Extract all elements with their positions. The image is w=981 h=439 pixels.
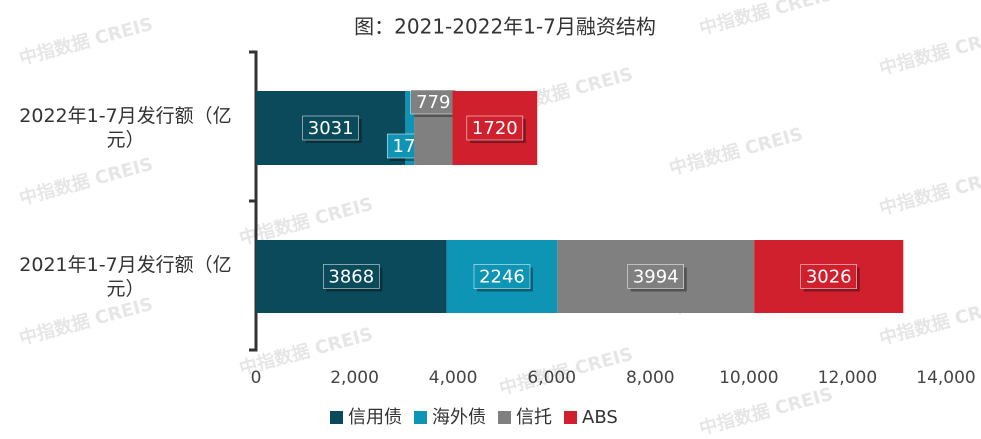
legend-swatch: [498, 411, 511, 424]
data-label: 779: [416, 92, 450, 113]
legend-label: 海外债: [432, 407, 486, 428]
x-tick-label: 12,000: [818, 368, 877, 388]
watermark: 中指数据 CREIS: [667, 123, 805, 180]
data-label: 1720: [472, 118, 518, 139]
bar-segment: [405, 91, 415, 165]
label-box: [800, 264, 857, 289]
x-tick-label: 0: [251, 368, 262, 388]
chart-title: 图：2021-2022年1-7月融资结构: [354, 15, 656, 39]
x-tick-label: 14,000: [916, 368, 975, 388]
x-tick-label: 4,000: [429, 368, 478, 388]
data-label: 3031: [308, 118, 354, 139]
label-box: [323, 264, 380, 289]
legend-label: ABS: [582, 407, 618, 428]
label-box: [466, 115, 524, 141]
watermark: 中指数据 CREIS: [17, 153, 155, 210]
x-tick-label: 6,000: [527, 368, 576, 388]
legend-swatch: [414, 411, 427, 424]
legend-swatch: [330, 411, 343, 424]
data-label: 3994: [633, 267, 679, 288]
x-tick-label: 10,000: [719, 368, 778, 388]
legend-label: 信托: [516, 407, 552, 428]
label-box: [473, 264, 531, 289]
watermark: 中指数据 CREIS: [697, 383, 835, 439]
data-label: 3868: [328, 267, 374, 288]
x-tick-label: 2,000: [330, 368, 379, 388]
watermark: 中指数据 CREIS: [877, 163, 981, 220]
watermark: 中指数据 CREIS: [17, 293, 155, 350]
category-label: 2022年1-7月发行额（亿元）: [19, 105, 232, 151]
label-box: [302, 115, 359, 141]
data-label: 3026: [806, 267, 852, 288]
watermark: 中指数据 CREIS: [17, 13, 155, 70]
x-tick-label: 8,000: [626, 368, 675, 388]
watermark: 中指数据 CREIS: [697, 0, 835, 40]
legend-label: 信用债: [348, 407, 402, 428]
category-label: 2021年1-7月发行额（亿元）: [19, 253, 232, 300]
y-axis: [249, 50, 258, 352]
data-label: 2246: [479, 267, 525, 288]
label-box: [410, 89, 457, 115]
legend: 信用债 海外债 信托 ABS: [330, 407, 618, 428]
label-box: [627, 264, 685, 289]
legend-swatch: [564, 411, 577, 424]
watermark: 中指数据 CREIS: [877, 23, 981, 80]
